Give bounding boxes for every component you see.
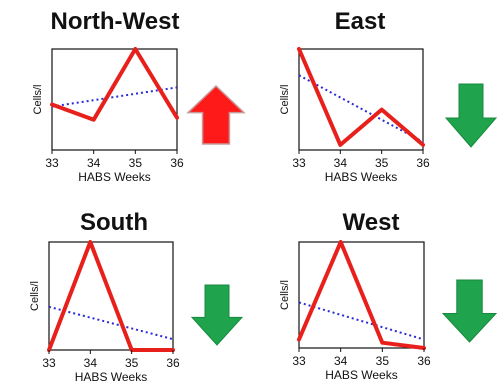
chart-title: West bbox=[342, 209, 400, 236]
trend-line bbox=[298, 301, 425, 341]
chart-south: 33 34 35 36 HABS Weeks Cells/l bbox=[29, 240, 244, 384]
series-line bbox=[50, 47, 179, 122]
plot-frame bbox=[298, 48, 424, 151]
x-tick-label: 34 bbox=[84, 356, 98, 370]
trend-line bbox=[51, 86, 178, 108]
chart-north-west: 33 34 35 36 HABS Weeks Cells/l bbox=[32, 47, 246, 184]
x-tick-label: 36 bbox=[417, 354, 431, 368]
x-tick-label: 36 bbox=[170, 156, 184, 170]
chart-title: North-West bbox=[50, 8, 180, 35]
x-axis-label: HABS Weeks bbox=[75, 370, 147, 384]
y-axis-label: Cells/l bbox=[279, 85, 291, 115]
series-line bbox=[297, 240, 426, 350]
chart-east: 33 34 35 36 HABS Weeks Cells/l bbox=[279, 47, 498, 184]
x-tick-label: 33 bbox=[292, 156, 306, 170]
x-tick-label: 34 bbox=[334, 354, 348, 368]
x-tick-label: 36 bbox=[166, 356, 180, 370]
trend-line bbox=[48, 305, 174, 341]
y-axis-label: Cells/l bbox=[32, 85, 44, 115]
x-axis-label: HABS Weeks bbox=[325, 170, 397, 184]
series-line bbox=[47, 240, 175, 352]
plot-frame bbox=[298, 241, 425, 349]
series-line bbox=[297, 47, 425, 147]
panel-west: West 33 34 35 36 HABS Weeks Cells/l bbox=[250, 193, 499, 386]
chart-title: East bbox=[334, 8, 386, 35]
x-tick-label: 35 bbox=[375, 156, 389, 170]
x-tick-label: 35 bbox=[376, 354, 390, 368]
plot-frame bbox=[51, 48, 178, 151]
x-tick-label: 34 bbox=[334, 156, 348, 170]
x-tick-label: 33 bbox=[292, 354, 306, 368]
x-tick-label: 36 bbox=[416, 156, 430, 170]
y-axis-label: Cells/l bbox=[279, 280, 291, 310]
x-axis-label: HABS Weeks bbox=[78, 170, 150, 184]
chart-title: South bbox=[80, 209, 148, 236]
arrow-down-icon bbox=[441, 279, 498, 343]
x-tick-label: 34 bbox=[87, 156, 101, 170]
panel-north-west: North-West 33 34 35 36 HABS Weeks Cells/l bbox=[0, 0, 250, 193]
plot-frame bbox=[48, 241, 174, 351]
x-tick-label: 35 bbox=[129, 156, 143, 170]
panel-south: South 33 34 35 36 HABS Weeks Cells/l bbox=[0, 193, 250, 386]
arrow-up-icon bbox=[186, 84, 246, 145]
y-axis-label: Cells/l bbox=[29, 281, 41, 311]
x-axis-label: HABS Weeks bbox=[325, 368, 397, 382]
arrow-down-icon bbox=[190, 284, 244, 346]
x-tick-label: 33 bbox=[42, 356, 56, 370]
x-tick-label: 35 bbox=[125, 356, 139, 370]
chart-west: 33 34 35 36 HABS Weeks Cells/l bbox=[279, 240, 498, 382]
trend-line bbox=[298, 74, 424, 143]
panel-east: East 33 34 35 36 HABS Weeks Cells/l bbox=[250, 0, 499, 193]
x-tick-label: 33 bbox=[45, 156, 59, 170]
arrow-down-icon bbox=[444, 83, 498, 148]
